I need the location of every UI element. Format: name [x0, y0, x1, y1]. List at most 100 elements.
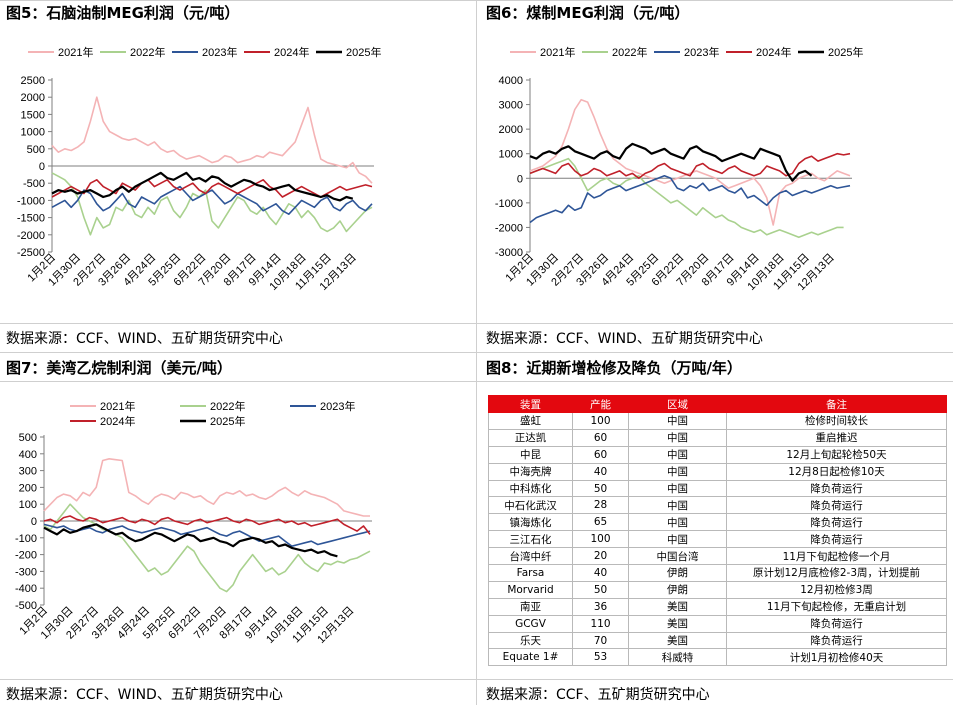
- cell-capacity: 28: [572, 496, 629, 515]
- y-tick-label: 2000: [21, 92, 45, 104]
- cell-region: 中国: [628, 428, 727, 447]
- cell-region: 中国: [628, 496, 727, 515]
- cell-region: 中国: [628, 513, 727, 532]
- series-line: [529, 98, 851, 226]
- header-region: 区域: [628, 395, 727, 413]
- cell-capacity: 20: [572, 547, 629, 566]
- table-row: 中石化武汉 28 中国 降负荷运行: [488, 496, 947, 515]
- cell-remark: 检修时间较长: [726, 412, 947, 430]
- series-line: [43, 503, 371, 593]
- y-tick-label: 1500: [21, 109, 45, 121]
- y-tick-label: 300: [19, 466, 37, 478]
- legend-label: 2022年: [130, 45, 165, 59]
- table-row: 盛虹 100 中国 检修时间较长: [488, 412, 947, 430]
- cell-remark: 12月上旬起轮检50天: [726, 445, 947, 464]
- cell-region: 中国: [628, 479, 727, 498]
- cell-capacity: 100: [572, 530, 629, 549]
- y-tick-label: -200: [15, 550, 37, 562]
- row-divider-lower: [0, 381, 953, 382]
- legend-label: 2025年: [210, 414, 245, 428]
- cell-capacity: 40: [572, 462, 629, 481]
- cell-remark: 降负荷运行: [726, 513, 947, 532]
- cell-capacity: 36: [572, 597, 629, 616]
- table-row: 正达凯 60 中国 重启推迟: [488, 428, 947, 447]
- header-capacity: 产能: [572, 395, 629, 413]
- table-row: 三江石化 100 中国 降负荷运行: [488, 530, 947, 549]
- legend-label: 2021年: [540, 45, 575, 59]
- cell-unit: Equate 1#: [488, 648, 573, 667]
- cell-region: 伊朗: [628, 580, 727, 599]
- chart7-plot: 5004003002001000-100-200-300-400-5001月2日…: [15, 399, 372, 646]
- y-tick-label: 200: [19, 482, 37, 494]
- cell-remark: 重启推迟: [726, 428, 947, 447]
- cell-remark: 降负荷运行: [726, 496, 947, 515]
- table-row: 镇海炼化 65 中国 降负荷运行: [488, 513, 947, 532]
- cell-region: 中国: [628, 445, 727, 464]
- y-tick-label: -300: [15, 566, 37, 578]
- y-tick-label: -1000: [17, 195, 45, 207]
- chart5-plot: 2500 2000 1500 1000 500 0 -500 -1000 -1500 -2000 -…: [17, 45, 382, 293]
- cell-region: 中国台湾: [628, 547, 727, 566]
- table8-title: 图8：近期新增检修及降负（万吨/年）: [486, 359, 742, 377]
- y-tick-label: 0: [517, 173, 523, 185]
- series-line: [51, 171, 354, 202]
- cell-remark: 12月8日起检修10天: [726, 462, 947, 481]
- legend-label: 2025年: [828, 45, 863, 59]
- cell-unit: GCGV: [488, 614, 573, 633]
- chart6-plot: 40003000200010000-1000-2000-30001月2日1月30…: [495, 45, 864, 293]
- legend-label: 2024年: [756, 45, 791, 59]
- y-tick-label: -2500: [17, 247, 45, 259]
- y-tick-label: 0: [39, 161, 45, 173]
- cell-unit: 南亚: [488, 597, 573, 616]
- series-line: [529, 175, 851, 224]
- series-line: [43, 523, 371, 547]
- cell-capacity: 50: [572, 479, 629, 498]
- cell-capacity: 100: [572, 412, 629, 430]
- legend-label: 2023年: [320, 399, 355, 413]
- chart5-source: 数据来源：CCF、WIND、五矿期货研究中心: [6, 331, 283, 347]
- cell-unit: 镇海炼化: [488, 513, 573, 532]
- legend-label: 2021年: [58, 45, 93, 59]
- cell-remark: 原计划12月底检修2-3周，计划提前: [726, 564, 947, 582]
- legend-label: 2022年: [612, 45, 647, 59]
- cell-unit: 中科炼化: [488, 479, 573, 498]
- table-row: 南亚 36 美国 11月下旬起检修，无重启计划: [488, 597, 947, 616]
- cell-capacity: 110: [572, 614, 629, 633]
- y-tick-label: 0: [31, 516, 37, 528]
- legend-label: 2022年: [210, 399, 245, 413]
- cell-unit: 盛虹: [488, 412, 573, 430]
- y-tick-label: -1500: [17, 213, 45, 225]
- cell-remark: 降负荷运行: [726, 631, 947, 650]
- y-tick-label: -2000: [495, 222, 523, 234]
- cell-unit: 三江石化: [488, 530, 573, 549]
- cell-region: 美国: [628, 597, 727, 616]
- y-tick-label: 2500: [21, 75, 45, 87]
- chart6-source: 数据来源：CCF、WIND、五矿期货研究中心: [486, 331, 763, 347]
- cell-region: 中国: [628, 462, 727, 481]
- series-line: [51, 96, 373, 184]
- y-tick-label: 500: [19, 432, 37, 444]
- y-tick-label: -400: [15, 583, 37, 595]
- table-row: Morvarid 50 伊朗 12月初检修3周: [488, 580, 947, 599]
- cell-remark: 12月初检修3周: [726, 580, 947, 599]
- table-row: Equate 1# 53 科威特 计划1月初检修40天: [488, 648, 947, 667]
- series-line: [43, 523, 338, 558]
- row-divider-top: [0, 323, 953, 324]
- series-line: [529, 157, 844, 239]
- table-row: 乐天 70 美国 降负荷运行: [488, 631, 947, 650]
- cell-region: 美国: [628, 614, 727, 633]
- row-divider-bottom: [0, 679, 953, 680]
- table-row: Farsa 40 伊朗 原计划12月底检修2-3周，计划提前: [488, 564, 947, 582]
- chart7-source: 数据来源：CCF、WIND、五矿期货研究中心: [6, 687, 283, 703]
- legend-label: 2021年: [100, 399, 135, 413]
- y-tick-label: 1000: [499, 149, 523, 161]
- table-row: 台湾中纤 20 中国台湾 11月下旬起检修一个月: [488, 547, 947, 566]
- cell-unit: Farsa: [488, 564, 573, 582]
- chart6-title: 图6：煤制MEG利润（元/吨）: [486, 4, 690, 22]
- cell-remark: 计划1月初检修40天: [726, 648, 947, 667]
- cell-unit: 中石化武汉: [488, 496, 573, 515]
- series-line: [51, 172, 373, 236]
- y-tick-label: -100: [15, 533, 37, 545]
- cell-remark: 降负荷运行: [726, 614, 947, 633]
- y-tick-label: 3000: [499, 100, 523, 112]
